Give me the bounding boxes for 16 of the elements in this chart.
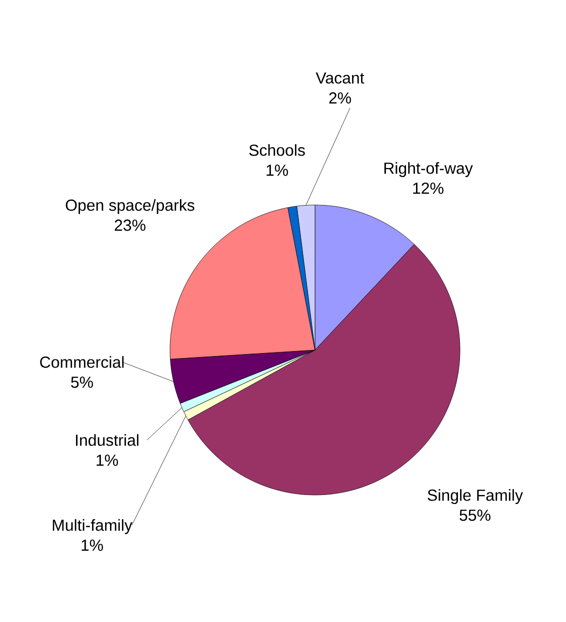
slice-label: Industrial xyxy=(76,434,138,446)
data-label: 5% xyxy=(71,376,93,388)
slice-label: Right-of-way xyxy=(384,162,473,178)
data-label: 55% xyxy=(460,510,490,521)
slice-label: Schools xyxy=(249,144,305,156)
data-label: 1% xyxy=(82,540,103,551)
slice-label: Multi-family xyxy=(52,519,132,534)
data-label: 2% xyxy=(329,92,351,104)
slice-label: Vacant xyxy=(316,72,364,84)
slice-label: Open space/parks xyxy=(66,199,194,214)
data-label: 12% xyxy=(413,182,444,194)
data-label: 1% xyxy=(266,164,288,176)
slice-label: Single Family xyxy=(428,489,523,504)
data-label: 1% xyxy=(96,454,118,466)
data-label: 23% xyxy=(114,220,146,231)
slice-label: Commercial xyxy=(40,356,124,368)
